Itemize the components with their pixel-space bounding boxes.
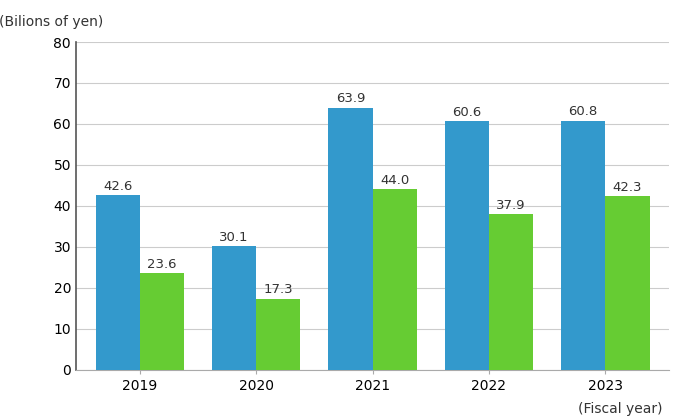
Bar (489, 214, 533, 370)
Text: 23.6: 23.6 (147, 257, 177, 270)
Text: 60.6: 60.6 (452, 106, 482, 119)
Bar (373, 189, 417, 370)
Text: 42.3: 42.3 (613, 181, 642, 194)
Bar (140, 273, 184, 370)
Text: 37.9: 37.9 (496, 199, 526, 212)
Bar (212, 247, 256, 370)
Text: 42.6: 42.6 (103, 180, 132, 193)
Text: (Bilions of yen): (Bilions of yen) (0, 15, 103, 29)
Bar (445, 121, 489, 370)
Text: 30.1: 30.1 (219, 231, 249, 244)
Text: 60.8: 60.8 (569, 105, 598, 118)
Text: 17.3: 17.3 (264, 284, 293, 296)
Bar (561, 121, 605, 370)
Text: 44.0: 44.0 (380, 174, 409, 187)
Bar (605, 197, 649, 370)
Bar (256, 299, 300, 370)
Bar (96, 195, 140, 370)
Text: (Fiscal year): (Fiscal year) (578, 402, 662, 416)
Bar (328, 108, 373, 370)
Text: 63.9: 63.9 (336, 92, 365, 105)
